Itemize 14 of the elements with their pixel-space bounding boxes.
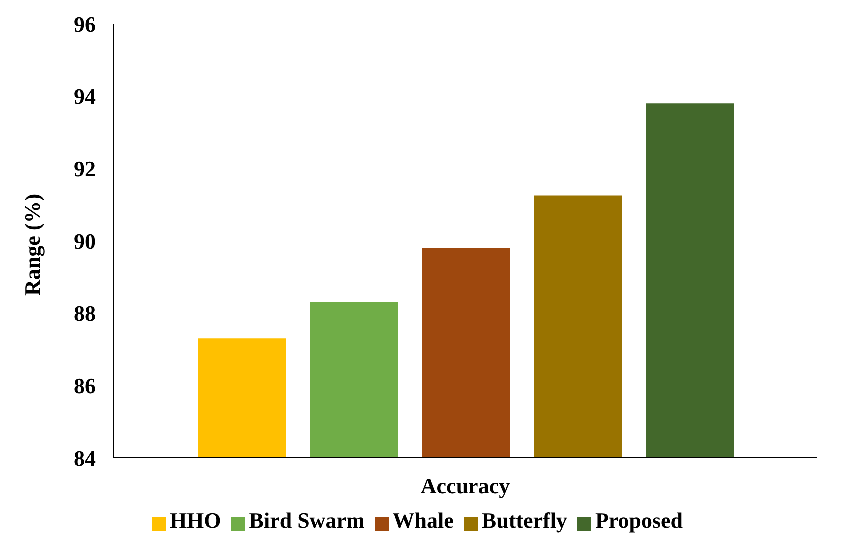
- legend-label: Bird Swarm: [249, 508, 365, 533]
- legend-label: Proposed: [595, 508, 684, 533]
- legend-label: Butterfly: [482, 508, 568, 533]
- y-tick-label: 92: [74, 156, 96, 182]
- legend-label: HHO: [170, 508, 222, 533]
- y-tick-label: 90: [74, 228, 96, 254]
- y-tick-label: 84: [74, 446, 96, 471]
- y-axis-title: Range (%): [20, 194, 45, 296]
- legend-label: Whale: [392, 508, 454, 533]
- y-tick-label: 88: [74, 301, 96, 326]
- y-tick-label: 94: [74, 84, 96, 110]
- y-tick-label: 96: [74, 12, 96, 37]
- y-tick-label: 86: [74, 373, 96, 398]
- x-tick-label: Accuracy: [420, 474, 510, 499]
